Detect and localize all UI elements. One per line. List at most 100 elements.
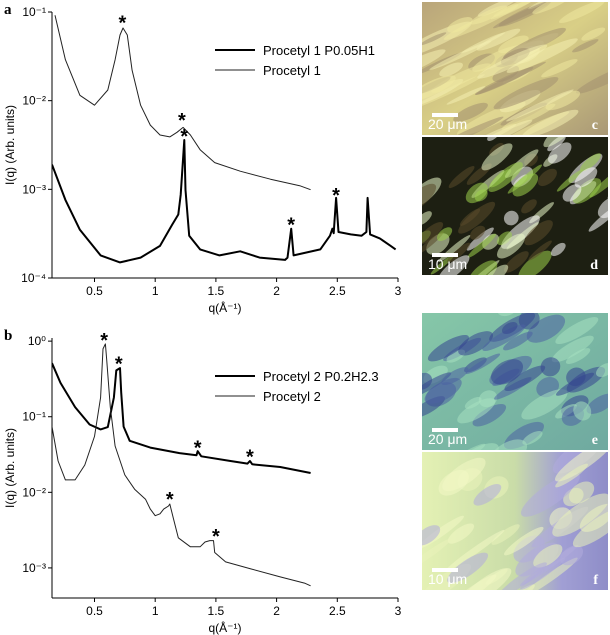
texture	[543, 137, 580, 148]
texture	[497, 562, 547, 590]
texture	[588, 204, 608, 232]
y-tick-label: 10⁻³	[22, 561, 46, 575]
texture	[422, 75, 456, 101]
texture	[480, 264, 509, 275]
texture	[447, 574, 497, 590]
texture	[552, 493, 608, 537]
x-tick-label: 1.5	[208, 604, 225, 618]
legend-label: Procetyl 2 P0.2H2.3	[263, 369, 379, 384]
texture	[436, 227, 453, 242]
texture	[512, 284, 548, 311]
y-tick-label: 10⁻²	[22, 94, 46, 108]
y-tick-label: 10⁰	[28, 334, 46, 348]
texture	[437, 255, 470, 275]
texture	[552, 452, 603, 474]
texture	[562, 184, 582, 202]
x-tick-label: 2.5	[329, 284, 346, 298]
texture	[422, 231, 444, 256]
scale-bar	[432, 253, 458, 257]
peak-marker: *	[178, 110, 186, 132]
texture	[422, 538, 452, 572]
y-tick-label: 10⁻¹	[22, 410, 46, 424]
texture	[572, 508, 608, 548]
texture	[442, 457, 486, 492]
texture	[433, 116, 504, 135]
texture	[481, 143, 513, 171]
texture	[505, 272, 531, 297]
texture	[447, 552, 489, 584]
texture	[504, 365, 546, 392]
series-line	[52, 362, 311, 474]
peak-marker: *	[119, 13, 127, 35]
x-tick-label: 2	[273, 604, 280, 618]
texture	[521, 199, 537, 214]
texture	[521, 389, 568, 420]
texture	[489, 439, 528, 450]
texture	[477, 119, 533, 135]
texture	[473, 484, 502, 506]
texture	[476, 28, 521, 51]
x-axis-label: q(Å⁻¹)	[209, 620, 242, 635]
texture	[422, 372, 452, 398]
panel-label: e	[592, 433, 598, 448]
texture	[521, 109, 579, 135]
texture	[501, 321, 518, 334]
texture	[493, 76, 559, 110]
peak-marker: *	[246, 447, 254, 469]
panel-label: b	[4, 328, 12, 344]
texture	[559, 291, 580, 307]
texture	[574, 167, 598, 188]
legend-label: Procetyl 1 P0.05H1	[263, 43, 375, 58]
texture	[458, 201, 496, 234]
texture	[559, 2, 605, 23]
texture	[504, 526, 544, 556]
texture	[475, 61, 546, 96]
scale-bar	[432, 568, 458, 572]
y-tick-label: 10⁻³	[22, 182, 46, 196]
panel-label: c	[592, 118, 598, 133]
peak-marker: *	[180, 126, 188, 148]
y-tick-label: 10⁻¹	[22, 5, 46, 19]
x-tick-label: 1.5	[208, 284, 225, 298]
y-tick-label: 10⁻²	[22, 485, 46, 499]
peak-marker: *	[115, 354, 123, 376]
panel-label: a	[4, 2, 12, 18]
x-axis-label: q(Å⁻¹)	[209, 300, 242, 315]
texture	[422, 183, 437, 213]
texture	[503, 27, 566, 59]
texture	[554, 452, 608, 482]
scale-bar	[432, 428, 458, 432]
texture	[453, 102, 488, 122]
texture	[520, 557, 566, 590]
texture	[488, 162, 523, 192]
texture	[573, 401, 592, 421]
texture	[556, 169, 584, 192]
texture	[465, 353, 501, 375]
texture	[503, 210, 519, 226]
texture	[439, 62, 463, 77]
peak-marker: *	[100, 330, 108, 352]
x-tick-label: 3	[395, 284, 402, 298]
texture	[560, 545, 584, 566]
scale-bar-label: 10 μm	[428, 256, 467, 272]
panel-label: d	[590, 258, 598, 273]
micrographs	[422, 2, 608, 625]
panel-label: f	[593, 573, 598, 588]
texture	[521, 557, 578, 590]
texture	[422, 222, 444, 245]
peak-marker: *	[194, 437, 202, 459]
texture	[507, 164, 543, 194]
texture	[461, 32, 505, 53]
legend-label: Procetyl 2	[263, 389, 321, 404]
texture	[596, 363, 608, 378]
texture	[447, 17, 473, 33]
texture	[485, 589, 524, 625]
peak-marker: *	[287, 215, 295, 237]
texture	[555, 463, 589, 488]
texture	[589, 166, 608, 198]
texture	[422, 32, 447, 46]
texture	[424, 377, 462, 404]
texture	[581, 27, 606, 41]
texture	[427, 334, 469, 362]
